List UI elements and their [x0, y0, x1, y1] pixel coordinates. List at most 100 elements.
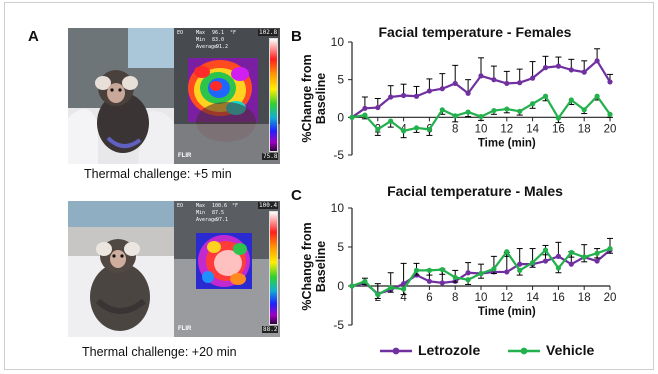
y-tick-label-females-10: 10 [331, 35, 345, 49]
thermal-bottom-unit: °F [232, 203, 239, 209]
point-males-letrozole-13 [517, 261, 523, 267]
marmoset-photo-bottom-image [68, 201, 174, 337]
point-males-letrozole-17 [568, 261, 574, 267]
point-females-vehicle-16 [555, 115, 562, 121]
panel-c-label: C [291, 187, 302, 204]
point-males-vehicle-10 [478, 270, 484, 277]
legend-label-letrozole: Letrozole [418, 342, 481, 358]
point-males-letrozole-4 [401, 281, 407, 287]
thermal-image-top: EO Max 96.1 °F Min 83.0 Average 91.2 102… [174, 28, 280, 164]
x-tick-label-males-10: 10 [475, 292, 488, 304]
point-females-vehicle-6 [426, 126, 432, 132]
thermal-top-avg-value: 91.2 [216, 44, 229, 50]
legend-label-vehicle: Vehicle [546, 342, 595, 358]
point-females-letrozole-16 [555, 63, 562, 69]
point-females-vehicle-11 [491, 107, 497, 114]
legend-swatch-letrozole [380, 347, 412, 355]
thermal-heatmap-bottom [174, 201, 280, 337]
point-males-letrozole-12 [504, 269, 510, 275]
caption-bottom: Thermal challenge: +20 min [82, 345, 237, 359]
thermal-bottom-colorbar [269, 211, 278, 325]
point-males-vehicle-15 [542, 247, 549, 253]
legend: Letrozole Vehicle [378, 342, 638, 360]
point-males-vehicle-20 [607, 245, 613, 252]
thermal-bottom-mode: EO [177, 203, 184, 209]
thermal-top-max-value: 96.1 [212, 30, 225, 36]
point-females-vehicle-7 [439, 107, 445, 113]
y-axis-label-females: %Change fromBaseline [300, 54, 328, 142]
point-females-letrozole-3 [388, 94, 394, 100]
x-tick-label-males-18: 18 [578, 292, 591, 304]
x-tick-label-males-12: 12 [500, 292, 513, 304]
point-males-vehicle-18 [581, 254, 587, 260]
point-females-letrozole-19 [594, 58, 600, 64]
y-tick-label-females--5: -5 [333, 148, 344, 162]
point-females-letrozole-17 [568, 67, 574, 73]
thermal-top-min-label: Min [196, 37, 206, 43]
thermal-top-scale-max: 102.8 [258, 29, 279, 36]
y-tick-label-females-0: 0 [337, 110, 344, 124]
thermal-top-avg-label: Average [196, 44, 218, 50]
y-tick-label-males-0: 0 [337, 279, 344, 293]
point-females-letrozole-6 [426, 88, 432, 94]
chart-title-males: Facial temperature - Males [387, 183, 563, 199]
point-females-letrozole-4 [401, 92, 407, 99]
y-tick-label-males-10: 10 [331, 201, 345, 215]
point-females-letrozole-2 [375, 104, 381, 111]
thermal-top-unit: °F [230, 30, 237, 36]
thermal-bottom-min-value: 87.5 [212, 210, 225, 216]
point-males-vehicle-19 [594, 250, 600, 256]
x-tick-label-females-14: 14 [526, 123, 539, 135]
point-males-letrozole-6 [426, 278, 432, 284]
point-males-vehicle-14 [530, 260, 536, 266]
point-females-vehicle-3 [388, 118, 394, 124]
point-females-letrozole-7 [439, 86, 445, 92]
x-tick-label-females-16: 16 [552, 123, 565, 135]
point-females-vehicle-4 [401, 128, 407, 134]
point-females-vehicle-5 [413, 125, 420, 131]
point-females-vehicle-9 [465, 109, 471, 115]
point-females-vehicle-13 [517, 108, 523, 114]
point-males-vehicle-3 [388, 284, 394, 291]
point-females-vehicle-15 [542, 93, 549, 99]
point-males-letrozole-7 [439, 280, 445, 286]
thermal-image-bottom: EO Max 100.6 °F Min 87.5 Average 97.1 10… [174, 201, 280, 337]
y-tick-label-males--5: -5 [333, 318, 344, 332]
thermal-bottom-min-label: Min [196, 210, 206, 216]
panel-b-label: B [291, 28, 302, 45]
point-females-vehicle-12 [504, 106, 510, 112]
x-tick-label-males-14: 14 [526, 292, 539, 304]
point-males-vehicle-7 [439, 267, 445, 273]
point-males-vehicle-8 [452, 274, 458, 281]
legend-marker-letrozole [392, 347, 400, 355]
chart-title-females: Facial temperature - Females [379, 24, 572, 40]
point-females-vehicle-2 [375, 126, 381, 132]
point-females-letrozole-15 [542, 65, 549, 71]
panel-a-label: A [28, 28, 39, 45]
x-tick-label-females-10: 10 [475, 123, 488, 135]
point-females-letrozole-9 [465, 90, 471, 96]
marmoset-photo-top [68, 28, 174, 164]
point-females-letrozole-1 [362, 105, 368, 111]
point-males-vehicle-1 [362, 278, 368, 284]
thermal-heatmap-top [174, 28, 280, 164]
marmoset-photo-bottom [68, 201, 174, 337]
x-tick-label-males-20: 20 [604, 292, 617, 304]
point-females-letrozole-14 [530, 75, 536, 81]
thermal-top-mode: EO [177, 30, 184, 36]
x-tick-label-males-4: 4 [400, 292, 407, 304]
point-males-vehicle-2 [375, 291, 381, 298]
point-females-vehicle-0 [349, 114, 355, 120]
x-tick-label-males-6: 6 [426, 292, 432, 304]
point-males-vehicle-0 [349, 283, 355, 289]
point-males-vehicle-16 [555, 265, 562, 271]
x-tick-label-females-8: 8 [452, 123, 458, 135]
point-males-letrozole-19 [594, 258, 600, 264]
legend-marker-vehicle [520, 347, 528, 355]
x-tick-label-females-20: 20 [604, 123, 617, 135]
point-females-letrozole-12 [504, 80, 510, 87]
caption-top: Thermal challenge: +5 min [84, 167, 232, 181]
point-males-vehicle-12 [504, 249, 510, 255]
thermal-bottom-max-value: 100.6 [212, 203, 228, 209]
x-tick-label-females-12: 12 [500, 123, 513, 135]
